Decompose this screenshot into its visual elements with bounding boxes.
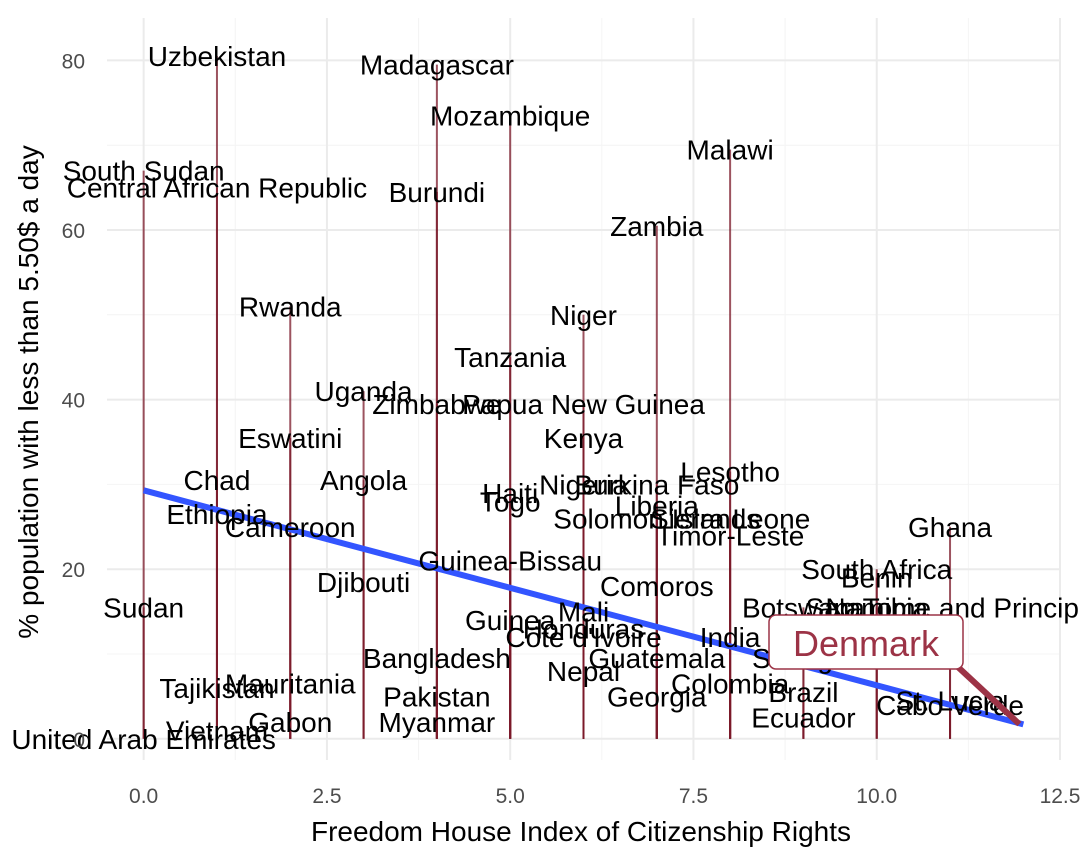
country-label: Sudan xyxy=(103,592,184,623)
country-label: Timor-Leste xyxy=(656,520,804,551)
country-label: Georgia xyxy=(607,681,707,712)
country-label: Comoros xyxy=(600,571,714,602)
data-spikes xyxy=(142,56,952,739)
country-label: Niger xyxy=(550,300,617,331)
regression-line xyxy=(142,487,1025,728)
y-tick-label: 40 xyxy=(62,390,85,413)
y-tick-label: 0 xyxy=(73,729,85,752)
fit-line-layer xyxy=(142,487,1025,728)
country-label: Sierra Leone xyxy=(650,503,810,534)
country-label: Mozambique xyxy=(430,101,590,132)
country-label: Tanzania xyxy=(454,342,567,373)
country-label: Djibouti xyxy=(317,567,410,598)
country-label: Malawi xyxy=(687,134,774,165)
country-label: Guinea xyxy=(465,605,556,636)
x-tick-label: 5.0 xyxy=(496,785,525,808)
highlight-layer: Denmark xyxy=(768,614,1022,727)
country-label: Madagascar xyxy=(360,50,514,81)
country-label: Bangladesh xyxy=(363,643,511,674)
country-label: Nigeria xyxy=(539,469,628,500)
country-label: United Arab Emirates xyxy=(11,724,276,755)
y-tick-label: 60 xyxy=(62,220,85,243)
country-label: Uganda xyxy=(315,376,414,407)
x-axis-title: Freedom House Index of Citizenship Right… xyxy=(311,816,851,847)
country-label: Burundi xyxy=(389,177,486,208)
country-label: Vietnam xyxy=(166,715,268,746)
country-label: South Africa xyxy=(801,554,952,585)
country-label: Honduras xyxy=(523,614,644,645)
y-axis-title: % population with less than 5.50$ a day xyxy=(13,145,44,638)
x-tick-label: 7.5 xyxy=(679,785,708,808)
y-tick-label: 20 xyxy=(62,559,85,582)
country-label: Guinea-Bissau xyxy=(418,546,602,577)
country-labels: Uzbekistan Madagascar Mozambique South Suda… xyxy=(11,41,1080,755)
country-label: India xyxy=(700,622,761,653)
country-label: Gabon xyxy=(248,707,332,738)
country-label: Uzbekistan xyxy=(148,41,287,72)
country-label: Mali xyxy=(558,597,609,628)
y-tick-label: 80 xyxy=(62,50,85,73)
country-label: Eswatini xyxy=(238,423,342,454)
country-label: Kenya xyxy=(544,423,624,454)
highlight-label: Denmark xyxy=(793,623,940,664)
country-label: Nepal xyxy=(547,656,620,687)
tick-labels: 0.0 2.5 5.0 7.5 10.0 12.5 0 20 40 60 80 xyxy=(62,50,1080,808)
country-label: Burkina Faso xyxy=(574,469,739,500)
country-label: Central African Republic xyxy=(67,173,367,204)
country-label: Ecuador xyxy=(751,703,855,734)
x-tick-label: 0.0 xyxy=(129,785,158,808)
country-label: Zimbabwe xyxy=(372,389,501,420)
country-label: Cote d'Ivoire xyxy=(505,622,661,653)
country-label: Colombia xyxy=(671,669,790,700)
country-label: Cameroon xyxy=(225,512,356,543)
country-label: Myanmar xyxy=(379,707,496,738)
x-tick-label: 10.0 xyxy=(856,785,897,808)
country-label: St. Lucia xyxy=(896,686,1005,717)
country-label: Lesotho xyxy=(680,457,780,488)
country-label: Angola xyxy=(320,465,408,496)
country-label: Guatemala xyxy=(588,643,725,674)
country-label: Chad xyxy=(183,465,250,496)
x-tick-label: 2.5 xyxy=(312,785,341,808)
country-label: Rwanda xyxy=(239,291,342,322)
country-label: Ethiopia xyxy=(166,499,268,530)
country-label: Haiti xyxy=(482,478,538,509)
country-label: South Sudan xyxy=(63,156,225,187)
country-label: Papua New Guinea xyxy=(462,389,705,420)
country-label: Ghana xyxy=(908,512,992,543)
country-label: Pakistan xyxy=(383,681,490,712)
country-label: Togo xyxy=(480,486,541,517)
country-label: Liberia xyxy=(615,491,699,522)
country-label: Benin xyxy=(841,563,913,594)
country-label: Tajikistan xyxy=(159,673,274,704)
country-label: Mauritania xyxy=(225,669,356,700)
country-label: Brazil xyxy=(768,677,838,708)
country-label: Solomon Islands xyxy=(553,503,760,534)
highlight-label-box xyxy=(768,614,964,670)
country-label: Zambia xyxy=(610,211,704,242)
x-tick-label: 12.5 xyxy=(1040,785,1080,808)
